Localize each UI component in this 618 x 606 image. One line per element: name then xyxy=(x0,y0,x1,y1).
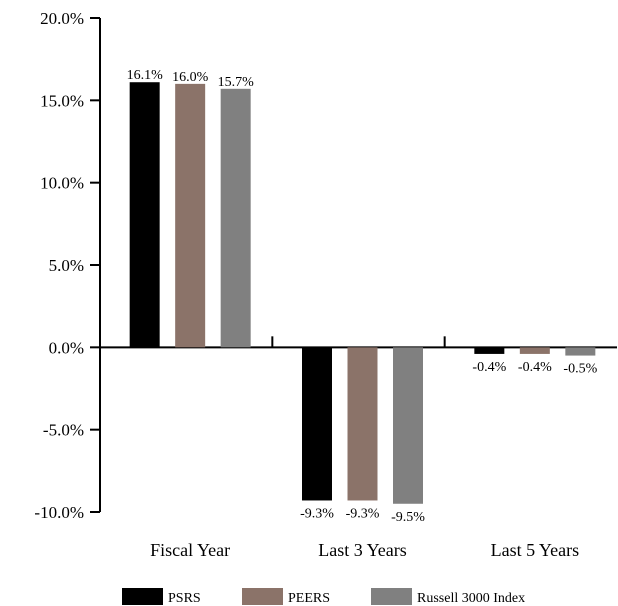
y-tick-label: 5.0% xyxy=(49,256,84,275)
x-tick-label: Last 3 Years xyxy=(318,540,407,560)
x-tick-label: Fiscal Year xyxy=(150,540,230,560)
legend: PSRS PEERS Russell 3000 Index xyxy=(122,588,525,606)
bar xyxy=(474,347,505,354)
bars xyxy=(129,82,596,504)
data-label: -0.4% xyxy=(518,360,552,375)
bar xyxy=(565,347,596,356)
data-label: -9.5% xyxy=(391,510,425,525)
bar xyxy=(220,88,251,348)
y-tick-label: 15.0% xyxy=(40,91,84,110)
y-tick-label: 20.0% xyxy=(40,9,84,28)
legend-label: Russell 3000 Index xyxy=(417,591,525,606)
y-tick-label: 10.0% xyxy=(40,174,84,193)
data-label: -0.4% xyxy=(472,360,506,375)
bar xyxy=(302,347,332,501)
data-label: 16.1% xyxy=(127,68,164,83)
legend-label: PSRS xyxy=(168,591,201,606)
bar xyxy=(129,82,160,348)
data-label: -9.3% xyxy=(346,506,380,521)
data-label: 16.0% xyxy=(172,70,209,85)
legend-label: PEERS xyxy=(288,591,330,606)
legend-swatch xyxy=(122,588,163,605)
bar xyxy=(393,347,423,504)
data-labels: 16.1% 16.0% 15.7% -9.3% -9.3% -9.5% -0.4% -0.4%… xyxy=(127,68,598,525)
data-label: 15.7% xyxy=(218,75,255,90)
x-tick-label: Last 5 Years xyxy=(491,540,580,560)
bar xyxy=(175,83,206,348)
data-label: -9.3% xyxy=(300,506,334,521)
category-labels: Fiscal Year Last 3 Years Last 5 Years xyxy=(150,540,579,560)
legend-swatch xyxy=(242,588,283,605)
y-tick-label: -5.0% xyxy=(43,421,84,440)
y-tick-label: -10.0% xyxy=(34,503,84,522)
y-axis: 20.0% 15.0% 10.0% 5.0% 0.0% -5.0% -10.0% xyxy=(34,9,101,522)
bar xyxy=(347,347,378,501)
data-label: -0.5% xyxy=(563,362,597,377)
bar xyxy=(519,347,550,354)
legend-swatch xyxy=(371,588,412,605)
y-tick-label: 0.0% xyxy=(49,338,84,357)
